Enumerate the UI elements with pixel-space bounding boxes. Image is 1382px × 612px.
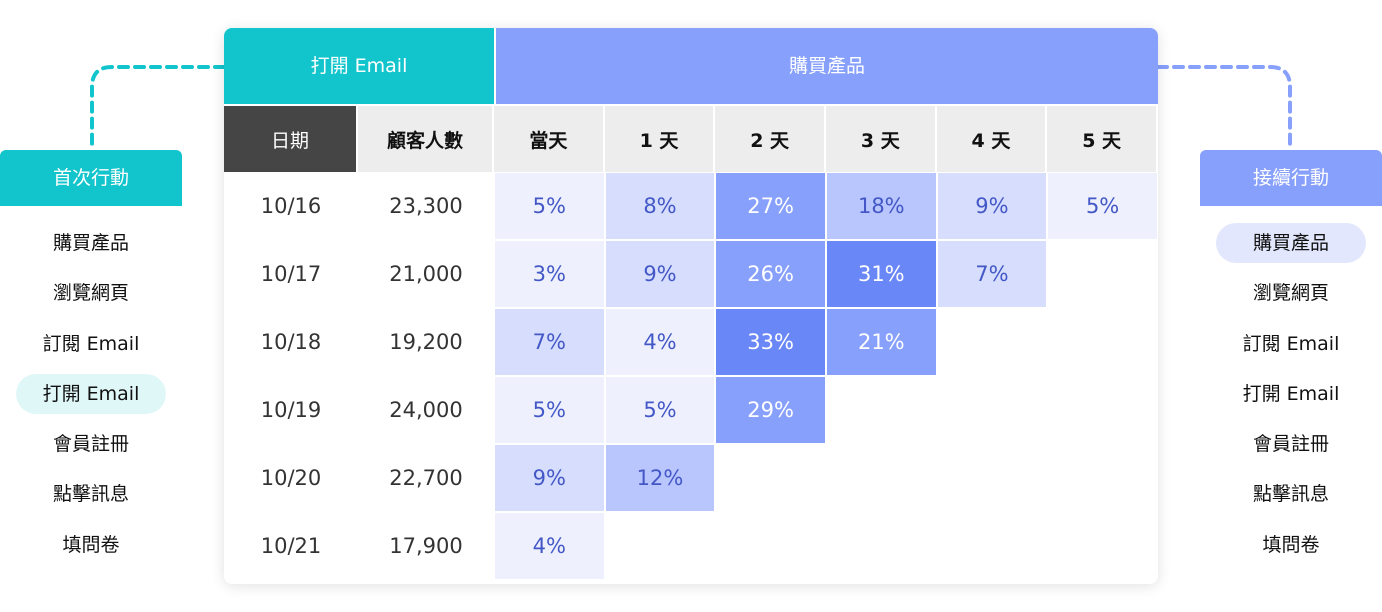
cell-count: 23,300 bbox=[358, 172, 494, 240]
cell-date: 10/19 bbox=[224, 376, 358, 444]
action-item[interactable]: 購買產品 bbox=[1200, 218, 1382, 268]
empty-cell bbox=[1047, 376, 1158, 444]
column-header: 日期 bbox=[224, 104, 358, 172]
action-item-label: 填問卷 bbox=[62, 533, 120, 556]
action-item[interactable]: 會員註冊 bbox=[1200, 419, 1382, 469]
action-item[interactable]: 點擊訊息 bbox=[0, 469, 182, 519]
action-item[interactable]: 會員註冊 bbox=[0, 419, 182, 469]
empty-cell bbox=[1047, 512, 1158, 580]
next-action-panel: 接續行動 購買產品瀏覽網頁訂閱 Email 打開 Email 會員註冊點擊訊息填問卷 bbox=[1200, 150, 1382, 570]
empty-cell bbox=[825, 512, 937, 580]
cell-count: 17,900 bbox=[358, 512, 494, 580]
action-item-label: 打開 Email bbox=[42, 382, 140, 405]
action-item-label: 瀏覽網頁 bbox=[52, 282, 129, 305]
group-header-purchase: 購買產品 bbox=[494, 28, 1158, 104]
next-action-title: 接續行動 bbox=[1200, 150, 1382, 206]
column-header: 3 天 bbox=[825, 104, 937, 172]
cell-date: 10/20 bbox=[224, 444, 358, 512]
action-item[interactable]: 訂閱 Email bbox=[0, 319, 182, 369]
column-header: 當天 bbox=[494, 104, 605, 172]
heatmap-cell: 33% bbox=[715, 308, 826, 376]
cell-date: 10/18 bbox=[224, 308, 358, 376]
action-item-label: 會員註冊 bbox=[1252, 433, 1329, 456]
heatmap-cell: 27% bbox=[715, 172, 826, 240]
cell-date: 10/21 bbox=[224, 512, 358, 580]
heatmap-cell: 7% bbox=[494, 308, 605, 376]
action-item-label: 瀏覽網頁 bbox=[1252, 282, 1329, 305]
action-item[interactable]: 填問卷 bbox=[0, 520, 182, 570]
first-action-title: 首次行動 bbox=[0, 150, 182, 206]
action-item[interactable]: 打開 Email bbox=[0, 369, 182, 419]
action-item[interactable]: 打開 Email bbox=[1200, 369, 1382, 419]
column-header: 2 天 bbox=[715, 104, 826, 172]
heatmap-cell: 8% bbox=[604, 172, 716, 240]
column-header: 4 天 bbox=[936, 104, 1048, 172]
heatmap-cell: 21% bbox=[825, 308, 937, 376]
heatmap-cell: 5% bbox=[494, 172, 605, 240]
heatmap-cell: 9% bbox=[604, 240, 716, 308]
cell-count: 22,700 bbox=[358, 444, 494, 512]
column-header: 5 天 bbox=[1047, 104, 1158, 172]
action-item-label: 填問卷 bbox=[1262, 533, 1320, 556]
action-item-label: 打開 Email bbox=[1242, 382, 1340, 405]
cell-count: 21,000 bbox=[358, 240, 494, 308]
action-item-label: 購買產品 bbox=[1252, 232, 1329, 254]
heatmap-cell: 26% bbox=[715, 240, 826, 308]
empty-cell bbox=[825, 444, 937, 512]
heatmap-cell: 4% bbox=[494, 512, 605, 580]
heatmap-cell: 5% bbox=[494, 376, 605, 444]
action-item-label: 點擊訊息 bbox=[52, 483, 129, 506]
cell-date: 10/17 bbox=[224, 240, 358, 308]
heatmap-cell: 12% bbox=[604, 444, 716, 512]
heatmap-cell: 31% bbox=[825, 240, 937, 308]
action-item-label: 訂閱 Email bbox=[42, 332, 140, 355]
action-item[interactable]: 填問卷 bbox=[1200, 520, 1382, 570]
action-item-label: 訂閱 Email bbox=[1242, 332, 1340, 355]
heatmap-cell: 5% bbox=[604, 376, 716, 444]
empty-cell bbox=[936, 308, 1048, 376]
heatmap-cell: 5% bbox=[1047, 172, 1158, 240]
heatmap-cell: 29% bbox=[715, 376, 826, 444]
action-item-label: 購買產品 bbox=[52, 232, 129, 254]
empty-cell bbox=[825, 376, 937, 444]
action-item[interactable]: 購買產品 bbox=[0, 218, 182, 268]
heatmap-cell: 3% bbox=[494, 240, 605, 308]
action-item[interactable]: 瀏覽網頁 bbox=[1200, 268, 1382, 318]
heatmap-cell: 9% bbox=[494, 444, 605, 512]
empty-cell bbox=[936, 444, 1048, 512]
empty-cell bbox=[715, 512, 826, 580]
cell-date: 10/16 bbox=[224, 172, 358, 240]
empty-cell bbox=[1047, 444, 1158, 512]
heatmap-cell: 4% bbox=[604, 308, 716, 376]
heatmap-cell: 18% bbox=[825, 172, 937, 240]
cell-count: 24,000 bbox=[358, 376, 494, 444]
heatmap-cell: 9% bbox=[936, 172, 1048, 240]
empty-cell bbox=[715, 444, 826, 512]
heatmap-cell: 7% bbox=[936, 240, 1048, 308]
empty-cell bbox=[936, 512, 1048, 580]
empty-cell bbox=[604, 512, 716, 580]
first-action-panel: 首次行動 購買產品瀏覽網頁訂閱 Email 打開 Email 會員註冊點擊訊息填問卷 bbox=[0, 150, 182, 570]
action-item-label: 會員註冊 bbox=[52, 433, 129, 456]
column-header: 顧客人數 bbox=[358, 104, 494, 172]
empty-cell bbox=[936, 376, 1048, 444]
action-item[interactable]: 瀏覽網頁 bbox=[0, 268, 182, 318]
empty-cell bbox=[1047, 308, 1158, 376]
column-header: 1 天 bbox=[604, 104, 716, 172]
cell-count: 19,200 bbox=[358, 308, 494, 376]
action-item-label: 點擊訊息 bbox=[1252, 483, 1329, 506]
group-header-open-email: 打開 Email bbox=[224, 28, 494, 104]
empty-cell bbox=[1047, 240, 1158, 308]
action-item[interactable]: 點擊訊息 bbox=[1200, 469, 1382, 519]
action-item[interactable]: 訂閱 Email bbox=[1200, 319, 1382, 369]
